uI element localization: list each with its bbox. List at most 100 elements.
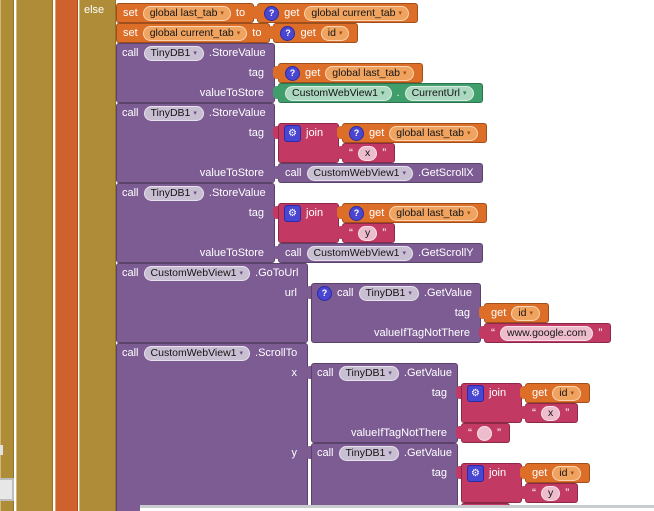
text-string-block[interactable]: “ x ” xyxy=(337,143,396,163)
variable-dropdown[interactable]: global current_tab ▾ xyxy=(142,25,248,41)
comment-icon[interactable]: ? xyxy=(264,5,280,21)
comment-icon[interactable]: ? xyxy=(285,65,300,81)
component-dropdown[interactable]: CustomWebView1 ▾ xyxy=(306,165,414,181)
getvalue-block-body[interactable]: call TinyDB1 ▾ .GetValue tag xyxy=(311,363,590,443)
get-variable-block[interactable]: ? get global last_tab ▾ xyxy=(273,63,423,83)
join-block-body[interactable]: ⚙ join ? get global last_t xyxy=(278,203,487,243)
if-block-else-slot[interactable] xyxy=(79,0,116,511)
text-field[interactable]: y xyxy=(358,225,378,241)
get-variable-block[interactable]: ? get id ▾ xyxy=(268,23,359,43)
component-method-block[interactable]: call TinyDB1 ▾ .StoreValue tag ? get xyxy=(116,43,611,103)
text-string-block[interactable]: “ y ” xyxy=(520,483,579,503)
get-block-body[interactable]: ? get global last_tab ▾ xyxy=(342,123,487,143)
variable-dropdown[interactable]: id ▾ xyxy=(552,465,581,481)
get-variable-block[interactable]: ? get global last_tab ▾ xyxy=(337,203,487,223)
get-block-body[interactable]: get id ▾ xyxy=(525,463,590,483)
text-field[interactable]: x xyxy=(358,145,378,161)
enclosing-block-edge-a[interactable] xyxy=(0,0,14,511)
get-variable-block[interactable]: get id ▾ xyxy=(520,463,590,483)
component-method-block[interactable]: call CustomWebView1 ▾ .ScrollTo x xyxy=(116,343,611,511)
text-string-block[interactable]: “ www.google.com ” xyxy=(479,323,612,343)
get-variable-block[interactable]: get id ▾ xyxy=(520,383,590,403)
text-string-block[interactable]: “ ” xyxy=(456,423,510,443)
get-variable-block[interactable]: ? get global current_tab ▾ xyxy=(252,3,418,23)
comment-icon[interactable]: ? xyxy=(317,285,332,301)
join-text-block[interactable]: ⚙ join get xyxy=(456,383,590,423)
getvalue-block-body[interactable]: call TinyDB1 ▾ .GetValue tag xyxy=(311,443,590,511)
variable-dropdown[interactable]: global last_tab ▾ xyxy=(389,205,478,221)
set-variable-block[interactable]: set global current_tab ▾ to ? get id ▾ xyxy=(116,23,611,43)
component-dropdown[interactable]: TinyDB1 ▾ xyxy=(358,285,419,301)
set-variable-block[interactable]: set global last_tab ▾ to ? get global cu… xyxy=(116,3,611,23)
property-block-body[interactable]: CustomWebView1 ▾ . CurrentUrl ▾ xyxy=(278,83,483,103)
component-dropdown[interactable]: CustomWebView1 ▾ xyxy=(306,245,414,261)
mutator-gear-icon[interactable]: ⚙ xyxy=(467,384,484,402)
component-dropdown[interactable]: CustomWebView1 ▾ xyxy=(285,85,392,101)
get-block-body[interactable]: get id ▾ xyxy=(525,383,590,403)
enclosing-block-edge-c[interactable] xyxy=(55,0,78,511)
text-string-block[interactable]: “ y ” xyxy=(337,223,396,243)
get-block-body[interactable]: get id ▾ xyxy=(484,303,549,323)
block-fragment[interactable] xyxy=(0,478,14,501)
comment-icon[interactable]: ? xyxy=(280,25,296,41)
get-block-body[interactable]: ? get global current_tab ▾ xyxy=(257,3,418,23)
join-text-block[interactable]: ⚙ join ? get global last_t xyxy=(273,203,487,243)
component-dropdown[interactable]: TinyDB1 ▾ xyxy=(338,445,399,461)
get-block-body[interactable]: ? get id ▾ xyxy=(273,23,359,43)
variable-dropdown[interactable]: global current_tab ▾ xyxy=(304,5,409,21)
component-property-block[interactable]: CustomWebView1 ▾ . CurrentUrl ▾ xyxy=(273,83,483,103)
component-method-block[interactable]: ? call TinyDB1 ▾ .GetValue xyxy=(306,283,612,343)
join-block-body[interactable]: ⚙ join ? get global last_t xyxy=(278,123,487,163)
text-field[interactable]: x xyxy=(541,405,561,421)
component-method-block[interactable]: call CustomWebView1 ▾ .GetScrollX xyxy=(273,163,483,183)
call-block-body[interactable]: call CustomWebView1 ▾ .GetScrollY xyxy=(278,243,483,263)
component-method-block[interactable]: call CustomWebView1 ▾ .GoToUrl url xyxy=(116,263,612,343)
mutator-gear-icon[interactable]: ⚙ xyxy=(284,204,301,222)
join-block-body[interactable]: ⚙ join get xyxy=(461,383,590,423)
enclosing-block-edge-b[interactable] xyxy=(16,0,53,511)
variable-dropdown[interactable]: global last_tab ▾ xyxy=(325,65,414,81)
comment-icon[interactable]: ? xyxy=(349,125,364,141)
text-field[interactable]: www.google.com xyxy=(500,325,594,341)
set-block-body[interactable]: set global current_tab ▾ to xyxy=(116,23,271,43)
component-dropdown[interactable]: CustomWebView1 ▾ xyxy=(143,265,251,281)
getvalue-block-body[interactable]: ? call TinyDB1 ▾ .GetValue xyxy=(311,283,612,343)
component-dropdown[interactable]: TinyDB1 ▾ xyxy=(143,45,204,61)
join-block-body[interactable]: ⚙ join get xyxy=(461,463,590,503)
component-method-block[interactable]: call CustomWebView1 ▾ .GetScrollY xyxy=(273,243,483,263)
component-dropdown[interactable]: TinyDB1 ▾ xyxy=(143,105,204,121)
get-block-body[interactable]: ? get global last_tab ▾ xyxy=(278,63,423,83)
text-field[interactable]: y xyxy=(541,485,561,501)
component-method-block[interactable]: call TinyDB1 ▾ .StoreValue tag xyxy=(116,183,611,263)
text-block-body[interactable]: “ x ” xyxy=(525,403,579,423)
mutator-gear-icon[interactable]: ⚙ xyxy=(284,124,301,142)
variable-dropdown[interactable]: id ▾ xyxy=(552,385,581,401)
component-dropdown[interactable]: TinyDB1 ▾ xyxy=(143,185,204,201)
variable-dropdown[interactable]: id ▾ xyxy=(320,25,350,41)
get-block-body[interactable]: ? get global last_tab ▾ xyxy=(342,203,487,223)
join-text-block[interactable]: ⚙ join get xyxy=(456,463,590,503)
text-block-body[interactable]: “ y ” xyxy=(342,223,396,243)
component-method-block[interactable]: call TinyDB1 ▾ .GetValue tag xyxy=(306,363,590,443)
text-block-body[interactable]: “ y ” xyxy=(525,483,579,503)
text-block-body[interactable]: “ x ” xyxy=(342,143,396,163)
variable-dropdown[interactable]: id ▾ xyxy=(511,305,540,321)
text-string-block[interactable]: “ x ” xyxy=(520,403,579,423)
text-field[interactable] xyxy=(477,425,492,441)
get-variable-block[interactable]: get id ▾ xyxy=(479,303,549,323)
component-method-block[interactable]: call TinyDB1 ▾ .StoreValue tag xyxy=(116,103,611,183)
join-text-block[interactable]: ⚙ join ? get global last_t xyxy=(273,123,487,163)
variable-dropdown[interactable]: global last_tab ▾ xyxy=(389,125,478,141)
text-block-body[interactable]: “ ” xyxy=(461,423,510,443)
get-variable-block[interactable]: ? get global last_tab ▾ xyxy=(337,123,487,143)
component-dropdown[interactable]: CustomWebView1 ▾ xyxy=(143,345,251,361)
property-dropdown[interactable]: CurrentUrl ▾ xyxy=(404,85,474,101)
component-method-block[interactable]: call TinyDB1 ▾ .GetValue tag xyxy=(306,443,590,511)
text-block-body[interactable]: “ www.google.com ” xyxy=(484,323,612,343)
comment-icon[interactable]: ? xyxy=(349,205,364,221)
variable-dropdown[interactable]: global last_tab ▾ xyxy=(142,5,231,21)
set-block-body[interactable]: set global last_tab ▾ to xyxy=(116,3,255,23)
mutator-gear-icon[interactable]: ⚙ xyxy=(467,464,484,482)
component-dropdown[interactable]: TinyDB1 ▾ xyxy=(338,365,399,381)
call-block-body[interactable]: call CustomWebView1 ▾ .GetScrollX xyxy=(278,163,483,183)
